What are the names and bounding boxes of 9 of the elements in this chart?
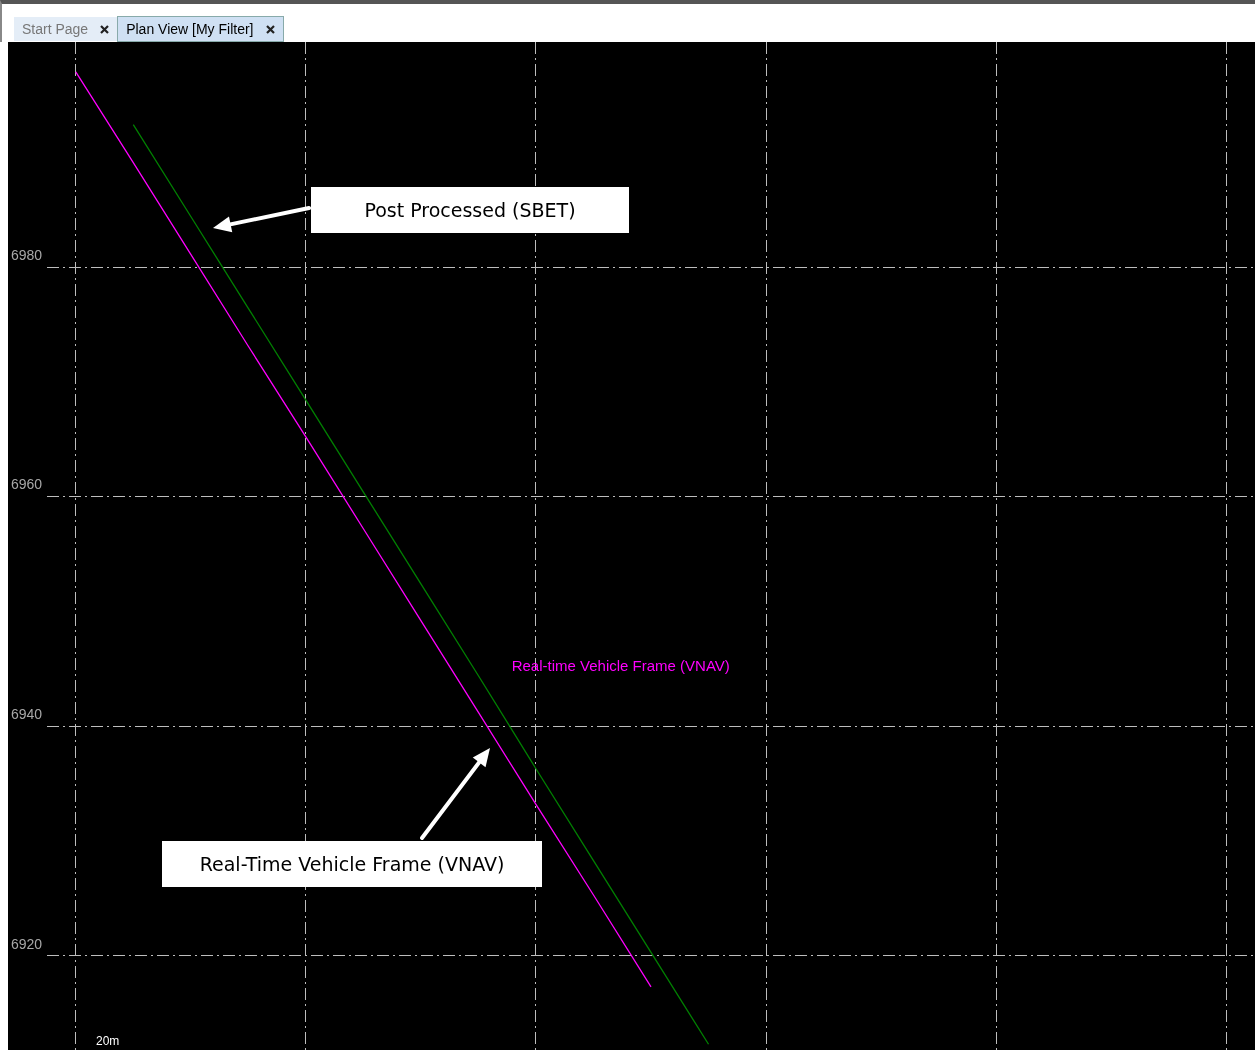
y-tick-label: 6960 [11,476,43,493]
chart-title: Plan View [My Filter] [126,21,254,37]
annotation: 20m [96,1034,120,1048]
y-tick-label: 6940 [11,706,43,723]
y-tick-label: 6920 [11,935,43,952]
callout: Post Processed (SBET) [311,187,629,233]
text: Start Page [22,21,89,37]
y-tick-label: 6980 [11,246,43,263]
callout: Real-Time Vehicle Frame (VNAV) [162,841,542,887]
